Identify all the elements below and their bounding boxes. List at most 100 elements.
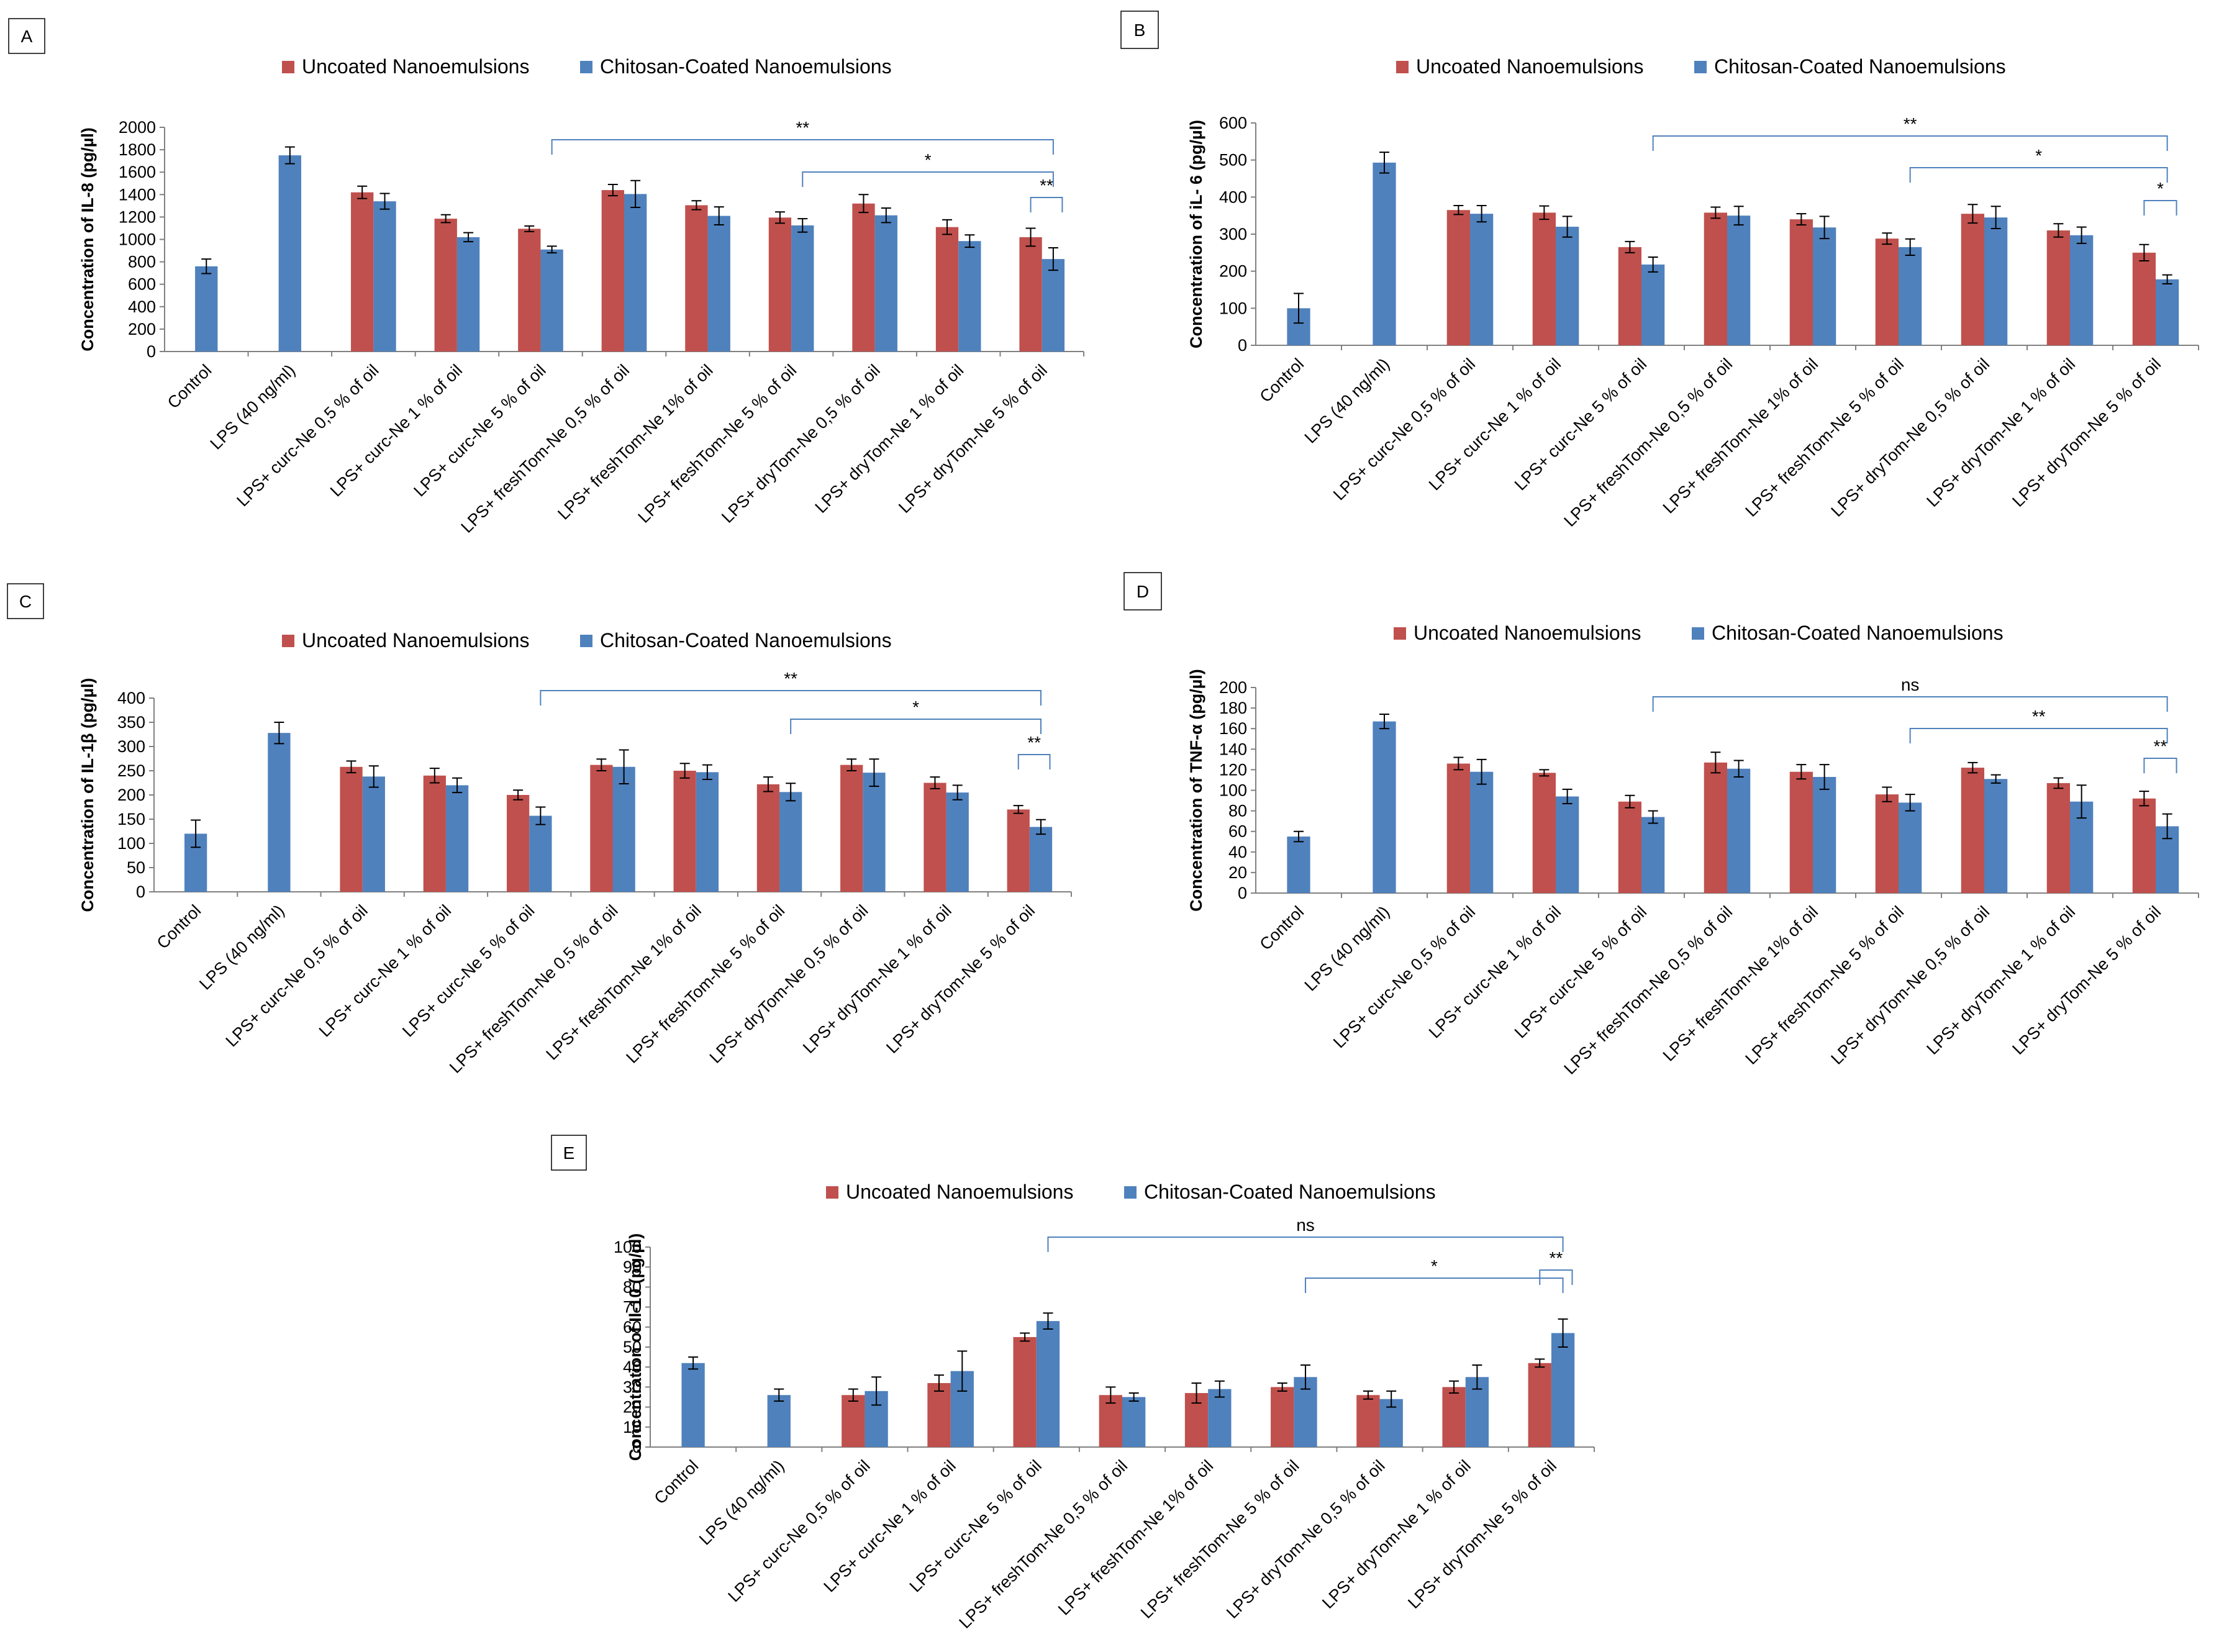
panel-b-legend-coated: Chitosan-Coated Nanoemulsions	[1714, 55, 2006, 78]
panel-a-bar-coated-0	[195, 266, 218, 352]
panel-a-y-tick-label: 1200	[119, 207, 156, 226]
panel-b-bar-uncoated-2	[1446, 210, 1470, 345]
panel-e-bar-coated-1	[767, 1395, 791, 1447]
chart-d: D Uncoated Nanoemulsions Chitosan-Coated N…	[1123, 572, 2199, 1078]
panel-d-y-tick-label: 100	[1219, 781, 1247, 800]
panel-a-y-tick-label: 1800	[119, 140, 156, 159]
panel-a-legend-swatch-coated	[580, 61, 592, 73]
panel-e-sig-label: ns	[1296, 1215, 1315, 1235]
panel-d-x-tick-label: Control	[1256, 902, 1307, 954]
panel-b-y-tick-label: 300	[1219, 225, 1247, 243]
panel-c-x-tick-label: LPS+ curc-Ne 1 % of oil	[315, 901, 455, 1040]
panel-e-y-tick-label: 20	[623, 1398, 642, 1417]
panel-c-legend-swatch-uncoated	[282, 635, 294, 647]
panel-c-x-tick-label: LPS+ curc-Ne 5 % of oil	[399, 901, 538, 1040]
panel-a-x-tick-label: LPS+ dryTom-Ne 1 % of oil	[811, 361, 967, 517]
panel-a-x-tick-label: LPS (40 ng/ml)	[207, 361, 299, 453]
panel-e-bar-uncoated-8	[1356, 1395, 1380, 1447]
panel-a-bar-coated-6	[707, 216, 730, 352]
panel-e-sig-bracket	[1539, 1269, 1573, 1285]
panel-c-legend-coated: Chitosan-Coated Nanoemulsions	[600, 629, 892, 651]
panel-c-bar-uncoated-8	[840, 765, 863, 892]
panel-e-legend-swatch-coated	[1124, 1186, 1137, 1199]
panel-a-bar-uncoated-4	[518, 229, 541, 352]
panel-e-bar-coated-10	[1551, 1333, 1575, 1447]
panel-e-legend-swatch-uncoated	[826, 1186, 838, 1199]
panel-b-x-tick-label: LPS+ curc-Ne 0,5 % of oil	[1330, 355, 1479, 504]
panel-e-sig-label: *	[1431, 1256, 1438, 1276]
panel-a-bar-coated-4	[540, 249, 563, 352]
panel-c-x-tick-label: LPS+ freshTom-Ne 5 % of oil	[622, 901, 788, 1067]
panel-d-bar-uncoated-3	[1532, 773, 1556, 893]
panel-c-legend-uncoated: Uncoated Nanoemulsions	[302, 629, 529, 651]
panel-c-y-tick-label: 0	[136, 883, 145, 901]
panel-d-bar-uncoated-10	[2132, 798, 2156, 893]
panel-e-legend-uncoated: Uncoated Nanoemulsions	[846, 1181, 1073, 1203]
panel-e-x-tick-label: LPS (40 ng/ml)	[696, 1456, 788, 1549]
panel-b-legend-uncoated: Uncoated Nanoemulsions	[1416, 55, 1643, 78]
panel-b-sig-label: **	[1904, 114, 1917, 134]
panel-a-legend-coated: Chitosan-Coated Nanoemulsions	[600, 55, 892, 78]
panel-d-label-box	[1123, 572, 1162, 610]
panel-b-bar-coated-5	[1727, 216, 1751, 345]
panel-c-bar-coated-9	[946, 792, 969, 892]
panel-b-y-tick-label: 200	[1219, 262, 1247, 281]
panel-c-bar-coated-4	[529, 815, 552, 892]
panel-a-y-tick-label: 0	[147, 342, 156, 361]
panel-a-legend-uncoated: Uncoated Nanoemulsions	[302, 55, 529, 78]
panel-e-sig-bracket	[1047, 1237, 1564, 1252]
panel-c-sig-label: **	[784, 669, 797, 688]
panel-d-bar-uncoated-4	[1618, 801, 1641, 893]
panel-e-y-tick-label: 10	[623, 1418, 642, 1436]
panel-a-bar-uncoated-6	[685, 205, 708, 352]
panel-e-bar-coated-4	[1036, 1321, 1060, 1447]
panel-d-bar-uncoated-9	[2046, 783, 2070, 893]
panel-e-x-tick-label: LPS+ dryTom-Ne 5 % of oil	[1404, 1456, 1560, 1612]
panel-a-x-tick-label: LPS+ freshTom-Ne 0,5 % of oil	[457, 361, 633, 537]
panel-c-x-tick-label: LPS+ freshTom-Ne 0,5 % of oil	[446, 901, 622, 1077]
panel-a-bar-coated-3	[456, 237, 480, 352]
panel-e-bar-uncoated-3	[927, 1382, 951, 1447]
panel-c-y-tick-label: 300	[117, 737, 145, 756]
panel-c-y-tick-label: 400	[117, 689, 145, 707]
panel-a-y-tick-label: 600	[128, 275, 156, 294]
panel-d-legend-swatch-coated	[1692, 627, 1704, 640]
panel-c-bar-uncoated-4	[506, 795, 530, 892]
panel-b-bar-coated-1	[1373, 162, 1396, 345]
panel-c-bar-uncoated-10	[1007, 809, 1030, 892]
panel-e-y-tick-label: 0	[632, 1438, 642, 1456]
panel-c-label: C	[19, 592, 32, 611]
panel-a-sig-bracket	[1030, 197, 1063, 212]
panel-b-x-tick-label: LPS+ dryTom-Ne 5 % of oil	[2008, 355, 2164, 511]
panel-d-sig-bracket	[1909, 728, 2168, 743]
panel-b-x-tick-label: LPS+ dryTom-Ne 0,5 % of oil	[1827, 355, 1993, 520]
panel-b-bar-coated-2	[1470, 214, 1494, 345]
panel-b-sig-label: *	[2157, 179, 2164, 198]
panel-b-sig-bracket	[1909, 167, 2168, 183]
panel-e-bar-uncoated-10	[1528, 1363, 1551, 1447]
panel-b-bar-coated-4	[1641, 264, 1665, 345]
panel-d-y-tick-label: 80	[1228, 802, 1247, 820]
panel-d-x-tick-label: LPS+ dryTom-Ne 5 % of oil	[2008, 902, 2164, 1058]
panel-b-y-tick-label: 0	[1238, 336, 1247, 355]
panel-e-y-tick-label: 70	[623, 1298, 642, 1317]
panel-d-bar-coated-2	[1470, 771, 1494, 893]
panel-d-x-tick-label: LPS+ freshTom-Ne 5 % of oil	[1741, 902, 1907, 1068]
panel-a-bar-coated-1	[278, 155, 301, 352]
panel-b-sig-bracket	[2143, 200, 2177, 216]
panel-e-x-tick-label: Control	[651, 1456, 702, 1508]
panel-a-y-tick-label: 1400	[119, 185, 156, 204]
panel-c-y-tick-label: 350	[117, 713, 145, 732]
panel-d-bar-coated-0	[1287, 836, 1310, 893]
panel-e-bar-coated-0	[681, 1363, 705, 1447]
panel-b-bar-coated-7	[1899, 247, 1922, 345]
panel-a-bar-uncoated-5	[601, 190, 624, 352]
panel-e-x-tick-label: LPS+ dryTom-Ne 0,5 % of oil	[1223, 1456, 1389, 1622]
panel-a-label: A	[21, 27, 33, 46]
panel-d-x-tick-label: LPS+ freshTom-Ne 1% of oil	[1659, 902, 1822, 1065]
panel-e-x-tick-label: LPS+ freshTom-Ne 1% of oil	[1055, 1456, 1217, 1619]
panel-e-bar-coated-6	[1208, 1389, 1232, 1447]
panel-c-y-axis-title: Concentration of IL-1β (pg/µl)	[78, 678, 97, 912]
panel-b-sig-bracket	[1652, 135, 2168, 151]
panel-b-legend-swatch-coated	[1694, 61, 1707, 73]
